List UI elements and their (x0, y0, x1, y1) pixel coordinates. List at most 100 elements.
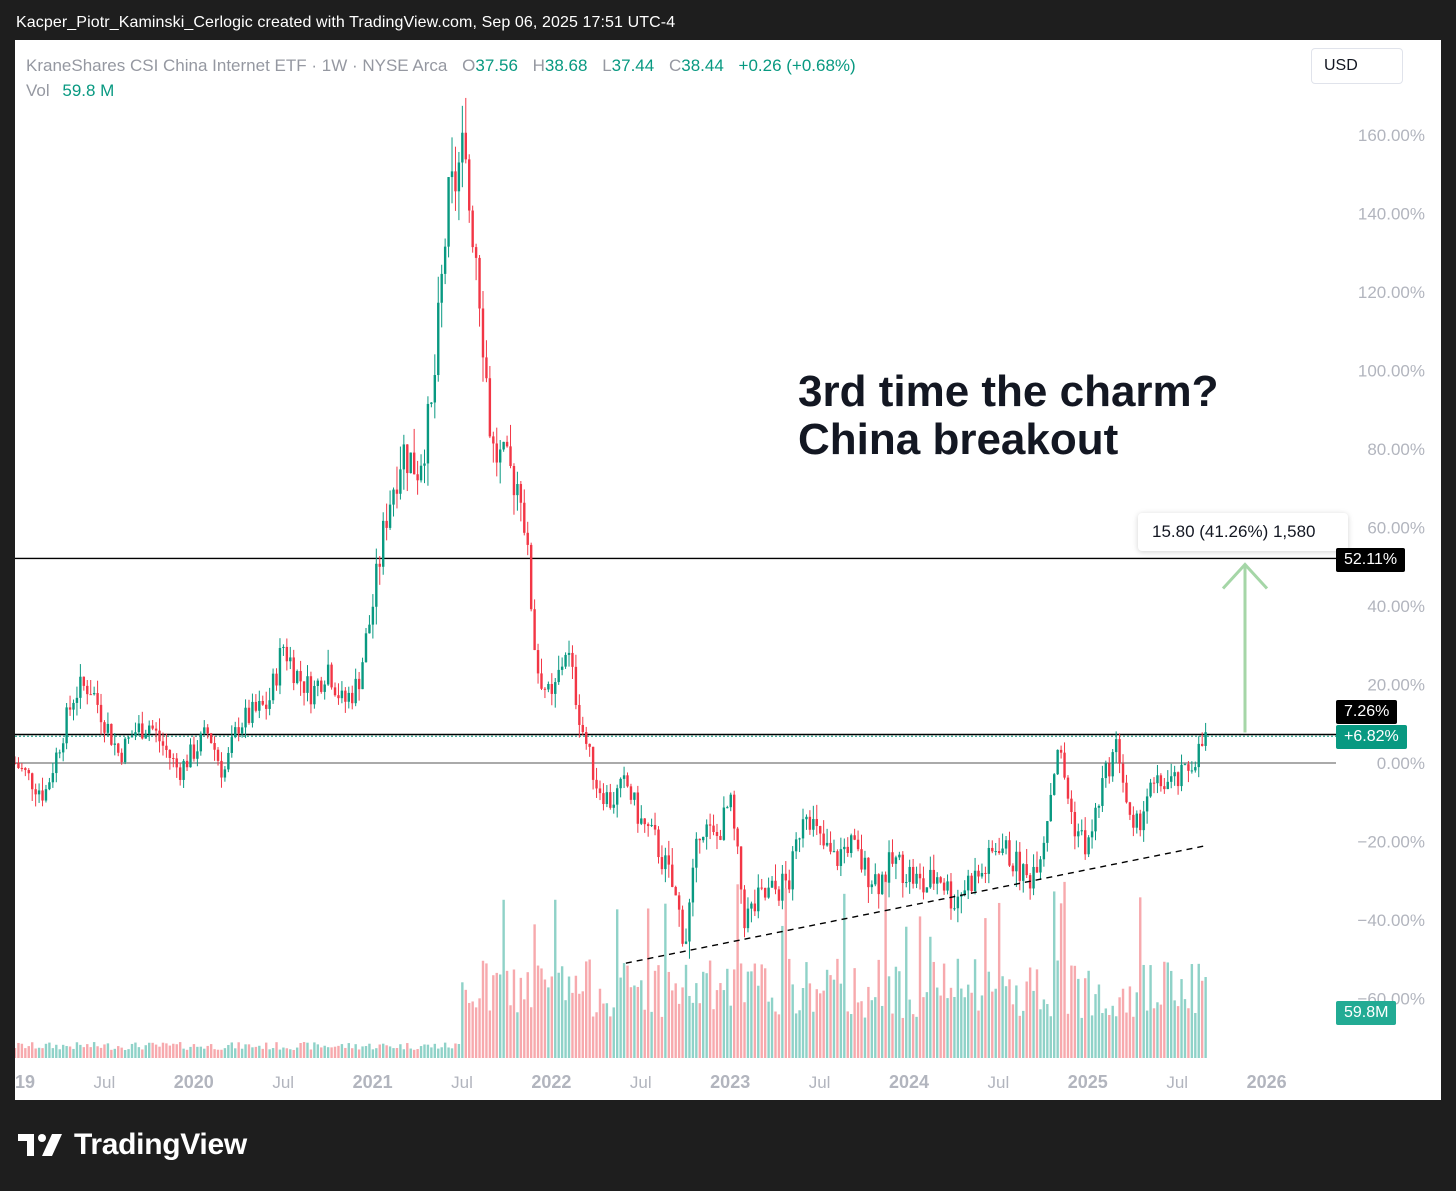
candle-body (34, 789, 37, 795)
volume-bar (268, 1049, 271, 1058)
volume-bar (127, 1049, 130, 1058)
y-tick-label: 60.00% (1367, 519, 1425, 538)
volume-bar (1159, 1004, 1163, 1058)
volume-bar (581, 991, 584, 1058)
candle-body (554, 682, 557, 694)
candle-body (598, 788, 602, 794)
x-tick-label: 2019 (15, 1072, 35, 1092)
candle-body (843, 846, 846, 850)
volume-bar (543, 979, 547, 1058)
volume-bar (1046, 1004, 1049, 1058)
volume-bar (237, 1042, 240, 1058)
volume-bar (966, 984, 970, 1058)
legend-symbol[interactable]: KraneShares CSI China Internet ETF · 1W … (26, 56, 448, 75)
candle-body (815, 819, 818, 827)
volume-bar (609, 1016, 612, 1058)
candle-body (887, 852, 891, 883)
tradingview-logo[interactable]: TradingView (18, 1128, 247, 1162)
candle-body (220, 760, 223, 778)
volume-bar (361, 1046, 364, 1058)
candle-body (430, 402, 433, 404)
candle-body (801, 819, 805, 839)
chart-annotation[interactable]: 3rd time the charm? China breakout (798, 368, 1219, 464)
volume-bar (447, 1047, 450, 1058)
volume-bar (564, 1000, 567, 1058)
volume-bar (399, 1044, 402, 1058)
candle-body (1104, 763, 1108, 779)
x-tick-label: Jul (451, 1073, 473, 1092)
candle-body (853, 835, 856, 840)
volume-bar (326, 1047, 330, 1058)
candle-body (626, 775, 629, 787)
volume-bar (430, 1047, 433, 1058)
candle-body (564, 654, 567, 667)
volume-bar (144, 1045, 147, 1058)
candle-body (141, 723, 144, 739)
volume-bar (956, 958, 960, 1058)
candle-body (936, 877, 939, 884)
volume-bar (1149, 965, 1152, 1058)
candle-body (1159, 775, 1163, 787)
volume-bar (488, 1010, 492, 1058)
volume-bar (41, 1048, 44, 1058)
volume-bar (351, 1048, 354, 1058)
y-tick-label: 100.00% (1358, 362, 1425, 381)
volume-bar (495, 972, 498, 1058)
volume-bar (560, 966, 564, 1058)
price-chart[interactable]: 160.00% 140.00% 120.00% 100.00% 80.00% 60.00%… (15, 40, 1441, 1100)
candle-body (92, 693, 96, 695)
candle-body (953, 908, 956, 910)
volume-bar (464, 989, 467, 1058)
volume-bar (154, 1044, 158, 1058)
volume-bar (657, 965, 660, 1058)
volume-bar (31, 1042, 34, 1058)
candle-body (688, 902, 691, 942)
candle-body (1197, 743, 1200, 768)
volume-bar (960, 988, 963, 1058)
candle-body (151, 725, 154, 729)
x-tick-label: 2020 (174, 1072, 214, 1092)
volume-bar (602, 1003, 605, 1058)
candle-body (987, 847, 991, 874)
candle-body (58, 752, 61, 754)
volume-bar (419, 1046, 423, 1058)
volume-bar (96, 1046, 99, 1058)
volume-bar (17, 1042, 20, 1058)
volume-bar (316, 1044, 320, 1058)
price-range-label[interactable]: 15.80 (41.26%) 1,580 (1138, 513, 1348, 551)
candle-body (402, 444, 406, 470)
candle-body (1025, 864, 1028, 876)
candle-body (86, 685, 89, 695)
volume-bar (89, 1047, 92, 1058)
candle-body (154, 728, 158, 731)
volume-bar (251, 1047, 254, 1058)
candle-body (729, 794, 732, 808)
candle-body (443, 246, 447, 274)
volume-bar (1015, 985, 1018, 1058)
candle-body (560, 666, 564, 670)
volume-bar (664, 903, 667, 1058)
candle-body (595, 779, 598, 789)
chart-frame[interactable]: 160.00% 140.00% 120.00% 100.00% 80.00% 60.00%… (15, 40, 1441, 1100)
candle-body (117, 743, 120, 753)
volume-bar (991, 991, 994, 1058)
currency-selector[interactable]: USD (1311, 48, 1403, 84)
volume-bar (323, 1045, 326, 1058)
candle-body (65, 707, 68, 744)
candle-body (130, 735, 134, 738)
candle-body (832, 851, 836, 853)
volume-bar (626, 965, 629, 1058)
candle-body (643, 818, 646, 825)
candle-body (750, 903, 753, 909)
volume-bar (203, 1048, 206, 1058)
candle-body (557, 669, 560, 683)
volume-bar (158, 1046, 161, 1058)
candle-body (340, 690, 344, 699)
volume-bar (278, 1049, 282, 1058)
candle-body (1032, 866, 1035, 889)
volume-bar (867, 986, 870, 1058)
volume-bar (478, 998, 481, 1058)
volume-bar (402, 1049, 406, 1058)
volume-bar (244, 1044, 247, 1058)
candle-body (1042, 842, 1046, 860)
